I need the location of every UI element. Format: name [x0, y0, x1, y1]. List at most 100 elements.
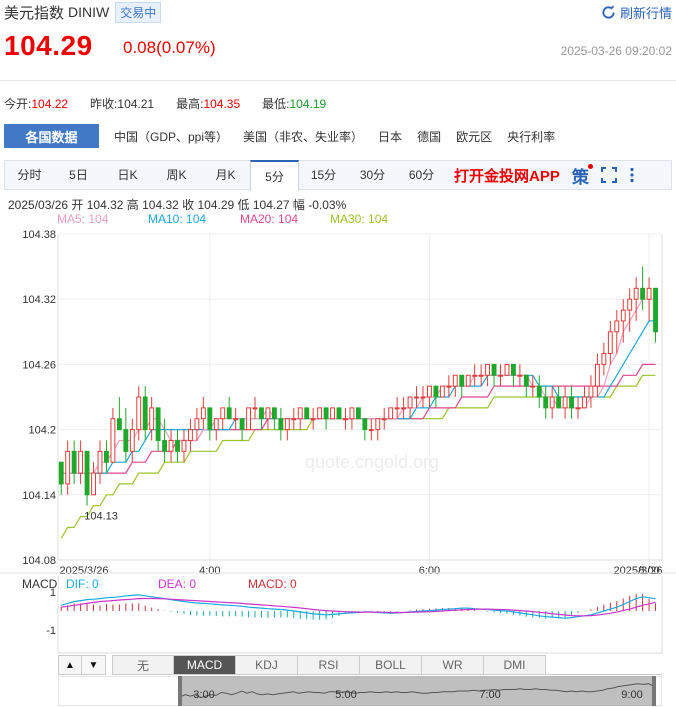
candle-body	[84, 450, 90, 496]
category-tabs: 各国数据 中国（GDP、ppi等） 美国（非农、失业率） 日本 德国 欧元区 央…	[4, 124, 672, 148]
strategy-button[interactable]: 策	[572, 163, 593, 188]
candle	[200, 397, 206, 430]
kline-chart[interactable]: 104.38 104.32 104.26 104.2 104.14 104.08 2025/…	[0, 226, 676, 654]
tab-60min[interactable]: 60分	[408, 168, 435, 182]
candle-body	[142, 396, 148, 431]
overview-handle-right	[652, 676, 656, 706]
candle-body	[640, 287, 646, 300]
candle-body	[349, 407, 355, 420]
candle	[336, 407, 342, 420]
candle	[129, 418, 135, 463]
scroll-down-button[interactable]: ▼	[82, 655, 106, 675]
refresh-button[interactable]: 刷新行情	[601, 3, 672, 22]
candle	[355, 407, 361, 420]
min-price-label: 104.13	[84, 511, 118, 523]
candle	[149, 397, 155, 441]
tab-china[interactable]: 中国（GDP、ppi等）	[114, 129, 229, 144]
more-button[interactable]	[629, 167, 635, 183]
candle-body	[304, 407, 310, 420]
candle-body	[491, 363, 497, 376]
more-vertical-icon	[630, 167, 634, 183]
y-tick-label: 104.08	[22, 555, 56, 567]
candle-body	[310, 418, 316, 421]
candle-body	[65, 450, 71, 485]
indicator-boll[interactable]: BOLL	[360, 655, 422, 675]
overview-tick-label: 9:00	[621, 689, 642, 701]
candle	[433, 385, 439, 408]
tab-central-bank-rates[interactable]: 央行利率	[507, 129, 556, 144]
candle-body	[129, 429, 135, 452]
candle	[142, 386, 148, 441]
candle-body	[517, 374, 523, 377]
x-tick-label: 8:00	[638, 565, 659, 577]
candle-body	[582, 396, 587, 409]
candle-body	[136, 396, 142, 431]
open-app-link[interactable]: 打开金投网APP	[454, 167, 560, 185]
tab-5day[interactable]: 5日	[69, 168, 88, 182]
indicator-none[interactable]: 无	[112, 655, 174, 675]
candle	[381, 407, 387, 430]
candle	[427, 385, 432, 408]
candle	[523, 374, 529, 397]
candle	[627, 288, 633, 332]
candle-body	[336, 407, 342, 420]
tab-5min[interactable]: 5分	[250, 160, 299, 191]
indicator-wr[interactable]: WR	[422, 655, 484, 675]
candle-body	[317, 407, 323, 420]
divider	[0, 80, 676, 81]
candle-body	[226, 407, 232, 420]
candle	[65, 440, 71, 495]
candle	[569, 386, 574, 419]
candle	[549, 386, 555, 419]
indicator-kdj[interactable]: KDJ	[236, 655, 298, 675]
tab-germany[interactable]: 德国	[417, 129, 442, 144]
tab-30min[interactable]: 30分	[359, 168, 386, 182]
candle-body	[175, 439, 180, 452]
tab-japan[interactable]: 日本	[378, 129, 403, 144]
ma5-legend: MA5: 104	[57, 212, 109, 226]
candle-body	[569, 396, 574, 409]
candle	[58, 461, 64, 495]
candle-body	[355, 407, 361, 420]
x-tick-label: 2025/3/26	[60, 565, 109, 577]
candle	[343, 407, 348, 430]
candle-body	[155, 407, 161, 441]
tab-daily-k[interactable]: 日K	[117, 168, 138, 182]
candle	[401, 397, 407, 419]
indicator-dmi[interactable]: DMI	[484, 655, 546, 675]
scroll-up-button[interactable]: ▲	[58, 655, 82, 675]
tab-country-data[interactable]: 各国数据	[4, 124, 99, 148]
tab-timeshare[interactable]: 分时	[17, 168, 42, 182]
tab-usa[interactable]: 美国（非农、失业率）	[243, 129, 364, 144]
candle	[556, 386, 562, 409]
candle	[220, 407, 226, 430]
candle	[543, 386, 549, 419]
candle-body	[549, 396, 555, 409]
candle	[517, 364, 523, 387]
candle-body	[510, 363, 516, 376]
candle	[284, 418, 290, 441]
period-tabs: 分时 5日 日K 周K 月K 5分 15分 30分 60分 打开金投网APP 策	[4, 160, 672, 191]
ma10-legend: MA10: 104	[148, 212, 207, 226]
candle	[194, 407, 200, 441]
candle	[265, 407, 271, 430]
candle-body	[388, 407, 394, 420]
indicator-macd[interactable]: MACD	[174, 655, 236, 675]
candle-body	[207, 407, 213, 431]
candle	[252, 397, 258, 419]
candle	[78, 440, 84, 484]
tab-monthly-k[interactable]: 月K	[215, 168, 236, 182]
candle	[485, 363, 491, 387]
candle	[446, 375, 452, 397]
indicator-rsi[interactable]: RSI	[298, 655, 360, 675]
candle-body	[485, 363, 491, 376]
tab-15min[interactable]: 15分	[310, 168, 337, 182]
candle-body	[78, 450, 84, 474]
overview-navigator[interactable]: 3:00 5:00 7:00 9:00	[58, 676, 662, 706]
tab-weekly-k[interactable]: 周K	[166, 168, 187, 182]
fullscreen-button[interactable]	[600, 167, 617, 183]
candle	[588, 375, 594, 408]
candle-body	[562, 396, 568, 409]
tab-eurozone[interactable]: 欧元区	[456, 129, 493, 144]
indicator-bar: ▲ ▼ 无 MACD KDJ RSI BOLL WR DMI	[58, 655, 662, 675]
